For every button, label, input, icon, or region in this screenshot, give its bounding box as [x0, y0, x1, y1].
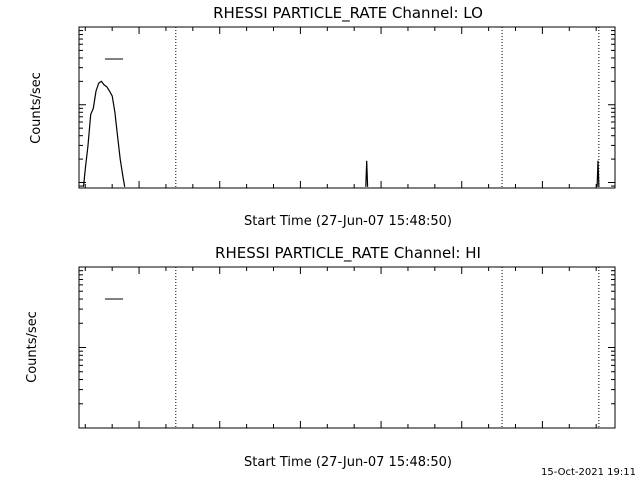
plot-frame	[78, 266, 616, 429]
series-line	[365, 160, 369, 187]
x-axis-label: Start Time (27-Jun-07 15:48:50)	[244, 214, 452, 229]
series-line	[82, 80, 126, 187]
generation-timestamp: 15-Oct-2021 19:11	[541, 467, 636, 478]
chart-panel-hi: RHESSI PARTICLE_RATE Channel: HI Start T…	[25, 244, 616, 470]
chart-title: RHESSI PARTICLE_RATE Channel: LO	[213, 4, 483, 23]
y-axis-label: Counts/sec	[29, 72, 44, 144]
x-axis-label: Start Time (27-Jun-07 15:48:50)	[244, 455, 452, 470]
chart-title: RHESSI PARTICLE_RATE Channel: HI	[215, 244, 481, 263]
plot-frame	[78, 26, 616, 189]
series-line	[596, 160, 600, 187]
chart-panel-lo: RHESSI PARTICLE_RATE Channel: LO Start T…	[29, 4, 616, 229]
y-axis-label: Counts/sec	[25, 311, 40, 383]
